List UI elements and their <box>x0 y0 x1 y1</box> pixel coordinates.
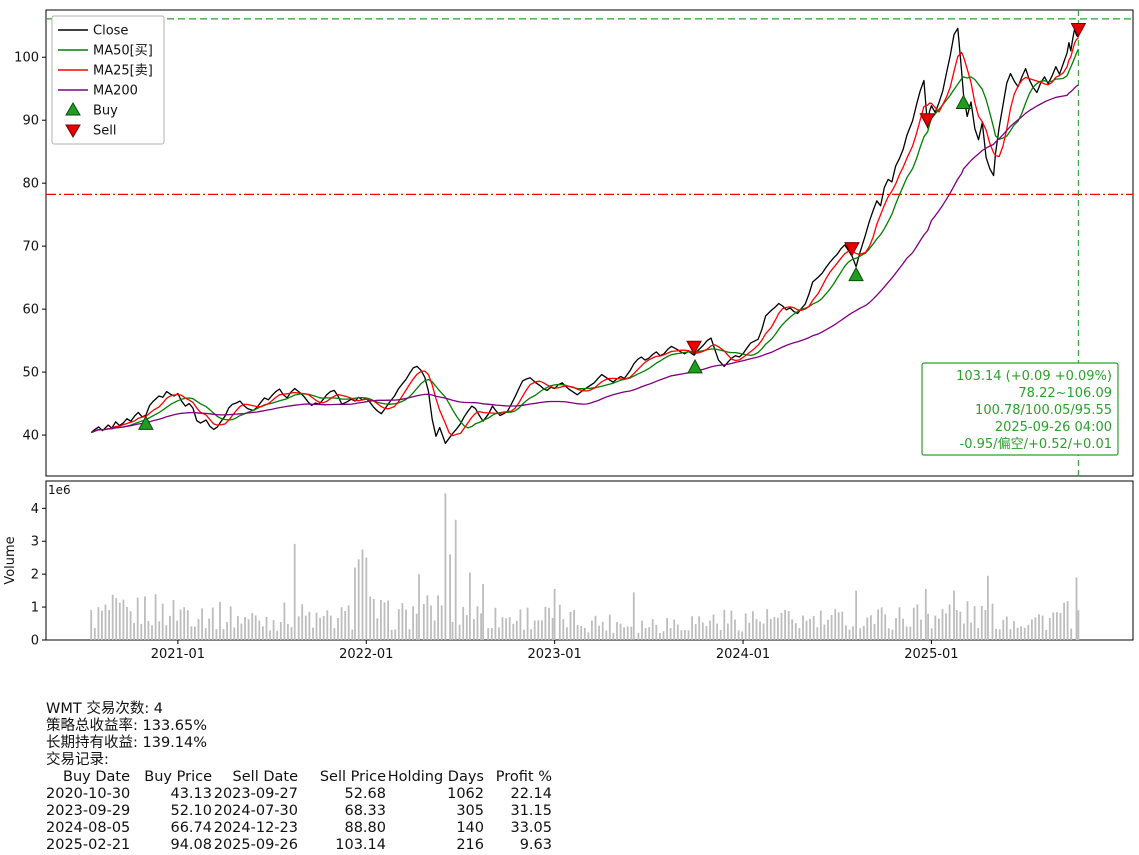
volume-ytick-label: 2 <box>31 568 39 583</box>
price-ytick-label: 100 <box>14 51 39 66</box>
table-cell: 216 <box>456 837 484 853</box>
table-cell: 31.15 <box>510 803 552 819</box>
table-cell: 1062 <box>447 786 484 802</box>
price-ytick-label: 40 <box>22 429 39 444</box>
price-ytick-label: 50 <box>22 366 39 381</box>
strategy-return-line: 策略总收益率: 133.65% <box>46 718 208 734</box>
legend-buy-marker <box>65 102 81 116</box>
table-cell: 66.74 <box>170 820 212 836</box>
table-cell: 103.14 <box>335 837 386 853</box>
hold-return-line: 长期持有收益: 139.14% <box>46 735 208 751</box>
buy-marker <box>138 415 154 430</box>
xtick-label: 2022-01 <box>339 647 393 662</box>
table-cell: 94.08 <box>170 837 212 853</box>
table-cell: 43.13 <box>170 786 212 802</box>
volume-ytick-label: 4 <box>31 502 39 517</box>
annotation-line: 100.78/100.05/95.55 <box>975 403 1112 418</box>
annotation-line: 103.14 (+0.09 +0.09%) <box>956 369 1112 384</box>
table-cell: 88.80 <box>344 820 386 836</box>
table-cell: 52.68 <box>344 786 386 802</box>
legend-label: MA25[卖] <box>93 64 153 79</box>
xtick-label: 2025-01 <box>904 647 958 662</box>
table-cell: 140 <box>456 820 484 836</box>
table-cell: Buy Date <box>63 769 130 785</box>
table-cell: 2020-10-30 <box>46 786 131 802</box>
table-cell: 52.10 <box>170 803 212 819</box>
legend-box <box>51 15 165 145</box>
trade-markers <box>138 22 1087 430</box>
price-ytick-label: 60 <box>22 303 39 318</box>
annotation-line: -0.95/偏空/+0.52/+0.01 <box>960 437 1112 452</box>
price-volume-chart: 40 50 60 70 80 90 100 0 1 2 3 4 2021-01 2022-01 2023-0… <box>3 9 1134 662</box>
table-cell: Sell Price <box>319 769 386 785</box>
table-cell: 2025-02-21 <box>46 837 131 853</box>
trade-log-title: 交易记录: <box>46 752 109 768</box>
table-cell: Sell Date <box>232 769 298 785</box>
volume-ytick-label: 0 <box>31 634 39 649</box>
annotation-line: 2025-09-26 04:00 <box>995 420 1112 435</box>
table-cell: Buy Price <box>144 769 212 785</box>
buy-marker <box>687 358 703 374</box>
volume-ytick-label: 3 <box>31 535 39 550</box>
trade-table-row: 2024-08-05 66.74 2024-12-23 88.80 140 33.05 <box>46 820 552 837</box>
sell-marker <box>919 113 936 128</box>
trade-count-line: WMT 交易次数: 4 <box>46 701 164 717</box>
price-ytick-label: 80 <box>22 177 39 192</box>
xtick-label: 2021-01 <box>151 647 205 662</box>
table-cell: 33.05 <box>510 820 552 836</box>
legend-label: Buy <box>93 104 118 119</box>
legend-sell-marker <box>65 124 81 138</box>
price-annotation: 103.14 (+0.09 +0.09%) 78.22~106.09 100.78/… <box>921 362 1119 456</box>
buy-marker <box>955 94 972 110</box>
xtick-label: 2023-01 <box>527 647 581 662</box>
legend: Close MA50[买] MA25[卖] MA200 Buy Sell <box>51 15 165 145</box>
close-line <box>90 27 1079 444</box>
table-cell: 2023-09-27 <box>213 786 298 802</box>
axes: 40 50 60 70 80 90 100 0 1 2 3 4 2021-01 2022-01 2023-0… <box>3 9 1134 662</box>
volume-ylabel: Volume <box>3 536 18 584</box>
volume-panel-frame <box>45 480 1134 641</box>
table-cell: Profit % <box>495 769 552 785</box>
ma25-line <box>90 37 1079 437</box>
table-cell: 2024-08-05 <box>46 820 131 836</box>
table-cell: 2023-09-29 <box>46 803 131 819</box>
annotation-line: 78.22~106.09 <box>1018 386 1112 401</box>
report-section: WMT 交易次数: 4 策略总收益率: 133.65% 长期持有收益: 139.… <box>46 701 552 854</box>
price-ytick-label: 90 <box>22 114 39 129</box>
legend-label: MA50[买] <box>93 44 153 59</box>
table-cell: 2024-12-23 <box>213 820 298 836</box>
ma200-line <box>90 84 1079 434</box>
sell-marker <box>844 242 860 257</box>
trade-table-row: 2023-09-29 52.10 2024-07-30 68.33 305 31.15 <box>46 803 552 820</box>
table-cell: 2025-09-26 <box>213 837 298 853</box>
volume-scale-label: 1e6 <box>48 483 71 497</box>
table-cell: 9.63 <box>519 837 552 853</box>
legend-label: Close <box>93 24 128 39</box>
buy-marker <box>848 266 864 282</box>
trade-table-header: Buy Date Buy Price Sell Date Sell Price Hold… <box>46 769 552 786</box>
trade-table-row: 2020-10-30 43.13 2023-09-27 52.68 1062 22.14 <box>46 786 552 803</box>
legend-label: Sell <box>93 124 116 139</box>
trade-table-row: 2025-02-21 94.08 2025-09-26 103.14 216 9.63 <box>46 837 552 854</box>
table-cell: 2024-07-30 <box>213 803 298 819</box>
trade-table: Buy Date Buy Price Sell Date Sell Price Hold… <box>46 769 552 854</box>
volume-bars <box>90 493 1080 640</box>
price-ytick-label: 70 <box>22 240 39 255</box>
annotation-box <box>921 362 1119 456</box>
sell-marker <box>1070 22 1087 38</box>
volume-ytick-label: 1 <box>31 601 39 616</box>
sell-marker <box>686 340 702 356</box>
table-cell: 22.14 <box>510 786 552 802</box>
table-cell: Holding Days <box>387 769 484 785</box>
table-cell: 68.33 <box>344 803 386 819</box>
price-panel-frame <box>45 9 1134 477</box>
table-cell: 305 <box>456 803 484 819</box>
xtick-label: 2024-01 <box>716 647 770 662</box>
legend-label: MA200 <box>93 84 138 99</box>
